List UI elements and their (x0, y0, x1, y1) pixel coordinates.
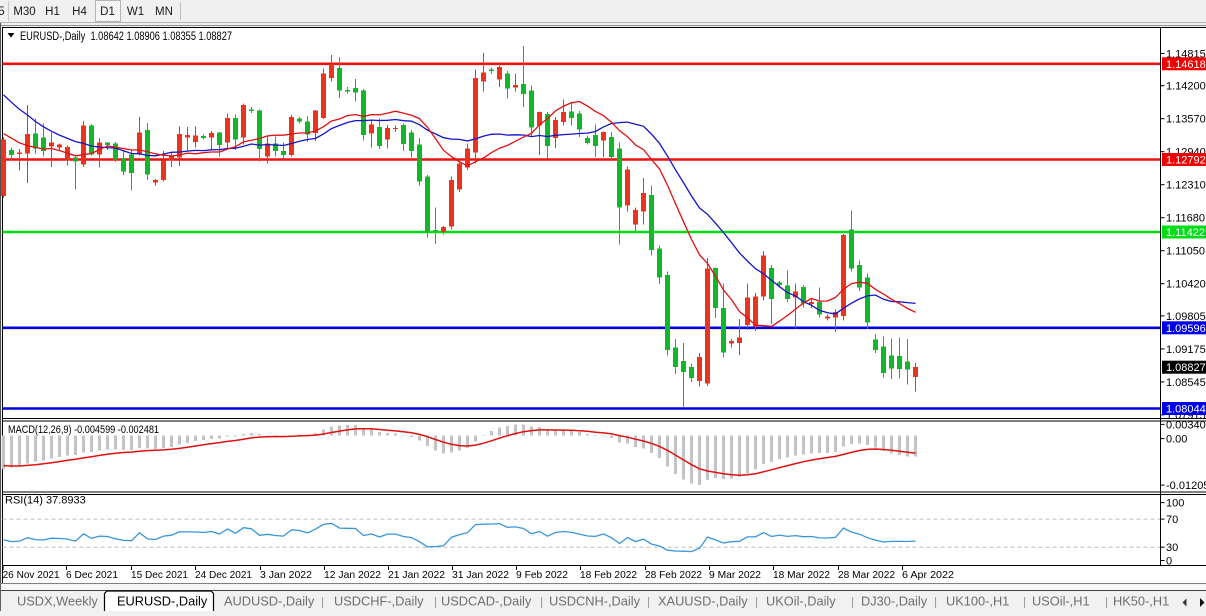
svg-text:1.14200: 1.14200 (1166, 81, 1206, 93)
svg-text:XAUUSD-,Daily: XAUUSD-,Daily (658, 594, 748, 609)
svg-text:1.08044: 1.08044 (1166, 404, 1206, 416)
svg-text:|: | (755, 595, 758, 609)
svg-text:18 Mar 2022: 18 Mar 2022 (773, 569, 830, 581)
svg-text:1.12792: 1.12792 (1166, 155, 1206, 167)
svg-text:USDCAD-,Daily: USDCAD-,Daily (441, 594, 532, 609)
svg-text:H1: H1 (45, 6, 60, 18)
svg-text:12 Jan 2022: 12 Jan 2022 (324, 569, 381, 581)
svg-text:1.14618: 1.14618 (1166, 59, 1206, 71)
svg-text:28 Feb 2022: 28 Feb 2022 (645, 569, 702, 581)
svg-text:UK100-,H1: UK100-,H1 (946, 594, 1009, 609)
svg-text:6 Dec 2021: 6 Dec 2021 (66, 569, 118, 581)
svg-text:|: | (851, 595, 854, 609)
svg-text:|: | (321, 595, 324, 609)
svg-text:M30: M30 (13, 6, 35, 18)
svg-text:1.08827: 1.08827 (1166, 362, 1206, 374)
svg-text:EURUSD-,Daily: EURUSD-,Daily (117, 594, 208, 609)
svg-text:5: 5 (0, 6, 5, 18)
svg-text:EURUSD-,Daily 1.08642 1.08906: EURUSD-,Daily 1.08642 1.08906 1.08355 1.… (20, 31, 232, 43)
svg-text:18 Feb 2022: 18 Feb 2022 (580, 569, 637, 581)
svg-text:24 Dec 2021: 24 Dec 2021 (195, 569, 252, 581)
svg-text:1.08545: 1.08545 (1166, 377, 1206, 389)
svg-text:UKOil-,Daily: UKOil-,Daily (766, 594, 836, 609)
svg-text:-0.01205: -0.01205 (1166, 480, 1206, 492)
svg-text:6 Apr 2022: 6 Apr 2022 (902, 569, 954, 581)
svg-text:DJ30-,Daily: DJ30-,Daily (861, 594, 928, 609)
svg-text:|: | (1023, 595, 1026, 609)
svg-text:0.00: 0.00 (1166, 434, 1187, 446)
svg-text:MACD(12,26,9) -0.004599 -0.002: MACD(12,26,9) -0.004599 -0.002481 (8, 424, 159, 436)
svg-text:1.13570: 1.13570 (1166, 114, 1206, 126)
svg-text:MN: MN (155, 6, 173, 18)
svg-text:1.09175: 1.09175 (1166, 344, 1206, 356)
svg-text:HK50-,H1: HK50-,H1 (1113, 594, 1169, 609)
svg-text:|: | (540, 595, 543, 609)
svg-text:1.10420: 1.10420 (1166, 279, 1206, 291)
svg-text:9 Mar 2022: 9 Mar 2022 (709, 569, 761, 581)
svg-text:USDX,Weekly: USDX,Weekly (17, 594, 98, 609)
svg-text:1.11680: 1.11680 (1166, 213, 1205, 225)
svg-text:USOil-,H1: USOil-,H1 (1032, 594, 1090, 609)
svg-text:D1: D1 (100, 6, 115, 18)
svg-text:30: 30 (1166, 542, 1178, 554)
svg-text:0.003408: 0.003408 (1166, 419, 1206, 431)
svg-text:|: | (647, 595, 650, 609)
svg-text:|: | (434, 595, 437, 609)
svg-text:USDCHF-,Daily: USDCHF-,Daily (334, 594, 424, 609)
svg-text:1.09805: 1.09805 (1166, 311, 1206, 323)
svg-text:1.11422: 1.11422 (1166, 227, 1205, 239)
svg-text:USDCNH-,Daily: USDCNH-,Daily (549, 594, 641, 609)
svg-text:100: 100 (1166, 498, 1184, 510)
svg-text:3 Jan 2022: 3 Jan 2022 (260, 569, 312, 581)
svg-text:0: 0 (1166, 556, 1172, 568)
svg-text:31 Jan 2022: 31 Jan 2022 (452, 569, 509, 581)
svg-text:|: | (1105, 595, 1108, 609)
svg-text:70: 70 (1166, 514, 1178, 526)
svg-text:1.12310: 1.12310 (1166, 180, 1206, 192)
svg-text:AUDUSD-,Daily: AUDUSD-,Daily (224, 594, 315, 609)
svg-text:1.11050: 1.11050 (1166, 246, 1205, 258)
svg-text:RSI(14) 37.8933: RSI(14) 37.8933 (5, 495, 86, 507)
svg-text:|: | (934, 595, 937, 609)
svg-text:H4: H4 (72, 6, 87, 18)
svg-text:9 Feb 2022: 9 Feb 2022 (516, 569, 568, 581)
svg-text:21 Jan 2022: 21 Jan 2022 (388, 569, 445, 581)
svg-text:28 Mar 2022: 28 Mar 2022 (838, 569, 895, 581)
svg-text:26 Nov 2021: 26 Nov 2021 (3, 569, 60, 581)
svg-text:1.09596: 1.09596 (1166, 323, 1206, 335)
svg-text:W1: W1 (127, 6, 144, 18)
svg-text:15 Dec 2021: 15 Dec 2021 (131, 569, 188, 581)
